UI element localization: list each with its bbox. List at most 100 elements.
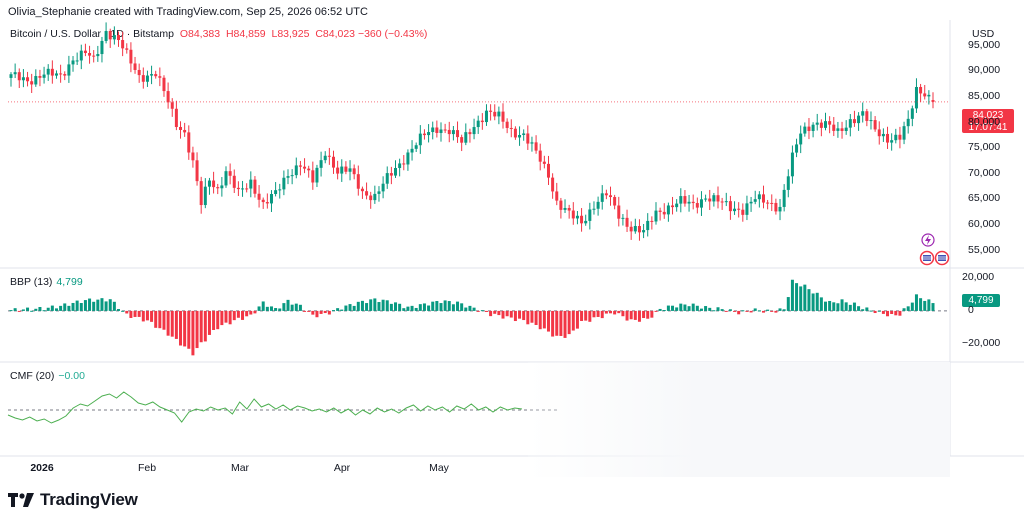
candle-body — [757, 194, 761, 200]
bbp-bar — [274, 308, 278, 311]
candle-body — [406, 152, 410, 165]
candle-body — [902, 126, 906, 140]
candle-body — [538, 150, 542, 162]
candle-body — [890, 140, 894, 143]
candle-body — [716, 195, 720, 202]
candle-body — [125, 48, 129, 50]
bbp-bar — [642, 310, 646, 319]
candle-body — [365, 191, 369, 196]
candle-body — [790, 152, 794, 177]
bbp-bar — [377, 302, 381, 311]
bbp-bar — [695, 305, 699, 311]
candle-body — [501, 111, 505, 122]
candle-body — [914, 86, 918, 109]
candle-body — [704, 198, 708, 200]
bbp-bar — [476, 310, 480, 312]
candle-body — [418, 133, 422, 146]
candle-body — [133, 63, 137, 70]
candle-body — [241, 188, 245, 190]
candle-body — [646, 220, 650, 231]
bbp-bar — [761, 310, 765, 313]
candle-body — [675, 203, 679, 208]
bbp-bar — [121, 310, 125, 312]
candle-body — [484, 110, 488, 123]
bbp-bar — [104, 301, 108, 311]
bbp-bar — [691, 303, 695, 311]
candle-body — [894, 134, 898, 141]
candle-body — [815, 122, 819, 125]
price-axis-tick: 60,000 — [968, 218, 1001, 230]
candle-body — [422, 133, 426, 136]
bbp-bar — [294, 303, 298, 311]
bbp-bar — [873, 310, 877, 314]
bbp-bar — [865, 307, 869, 311]
bbp-bar — [179, 310, 183, 346]
bbp-bar — [617, 310, 621, 314]
bbp-legend: BBP (13) 4,799 — [10, 276, 83, 288]
candle-body — [513, 128, 517, 138]
bbp-bar — [790, 279, 794, 311]
bbp-bar — [203, 310, 207, 342]
tradingview-logo[interactable]: TradingView — [8, 490, 138, 510]
candle-body — [472, 127, 476, 135]
candle-body — [323, 155, 327, 161]
bar-countdown: 17:07:41 — [968, 121, 1008, 133]
candle-body — [873, 120, 877, 130]
candle-body — [71, 60, 75, 65]
bbp-bar — [609, 310, 613, 314]
candle-body — [621, 217, 625, 219]
flag-icon — [938, 255, 946, 261]
candle-body — [38, 76, 42, 78]
bbp-bar — [265, 306, 269, 311]
candle-body — [695, 203, 699, 208]
bbp-bar — [484, 310, 488, 312]
bbp-bar — [497, 310, 501, 316]
candle-body — [245, 188, 249, 190]
candle-body — [683, 196, 687, 204]
candle-body — [460, 137, 464, 143]
bbp-axis-tick: 20,000 — [962, 271, 995, 284]
bbp-bar — [480, 310, 484, 312]
bbp-bar — [906, 306, 910, 311]
candle-body — [360, 188, 364, 192]
bbp-bar — [555, 310, 559, 336]
bbp-bar — [236, 310, 240, 318]
event-markers — [919, 233, 950, 266]
bbp-bar — [621, 310, 625, 317]
candle-body — [518, 134, 522, 138]
candle-body — [112, 35, 116, 40]
candle-body — [575, 215, 579, 219]
candle-body — [832, 124, 836, 131]
bbp-bar — [286, 299, 290, 311]
candle-body — [795, 144, 799, 153]
bbp-bar — [21, 309, 25, 311]
bbp-bar — [369, 299, 373, 311]
candle-body — [898, 134, 902, 140]
candle-body — [906, 118, 910, 127]
price-axis-tick: 65,000 — [968, 192, 1001, 205]
bbp-bar — [662, 310, 666, 312]
candle-body — [493, 111, 497, 117]
bbp-bar — [59, 305, 63, 311]
candle-body — [344, 166, 348, 172]
bbp-bar — [625, 310, 629, 321]
candle-body — [278, 189, 282, 191]
candle-body — [679, 196, 683, 204]
flag-icon — [923, 255, 931, 261]
candle-body — [100, 40, 104, 55]
bbp-bar — [389, 303, 393, 311]
bbp-bar — [848, 304, 852, 311]
candle-body — [179, 126, 183, 130]
bbp-bar — [799, 286, 803, 311]
candle-body — [402, 163, 406, 165]
candle-body — [824, 121, 828, 128]
candle-body — [844, 127, 848, 131]
bbp-bar — [232, 310, 236, 321]
candle-body — [129, 49, 133, 64]
bbp-value: 4,799 — [56, 276, 83, 288]
bbp-bar — [241, 310, 245, 320]
bbp-bar — [30, 310, 34, 312]
bbp-bar — [199, 310, 203, 343]
bbp-bar — [42, 310, 46, 312]
